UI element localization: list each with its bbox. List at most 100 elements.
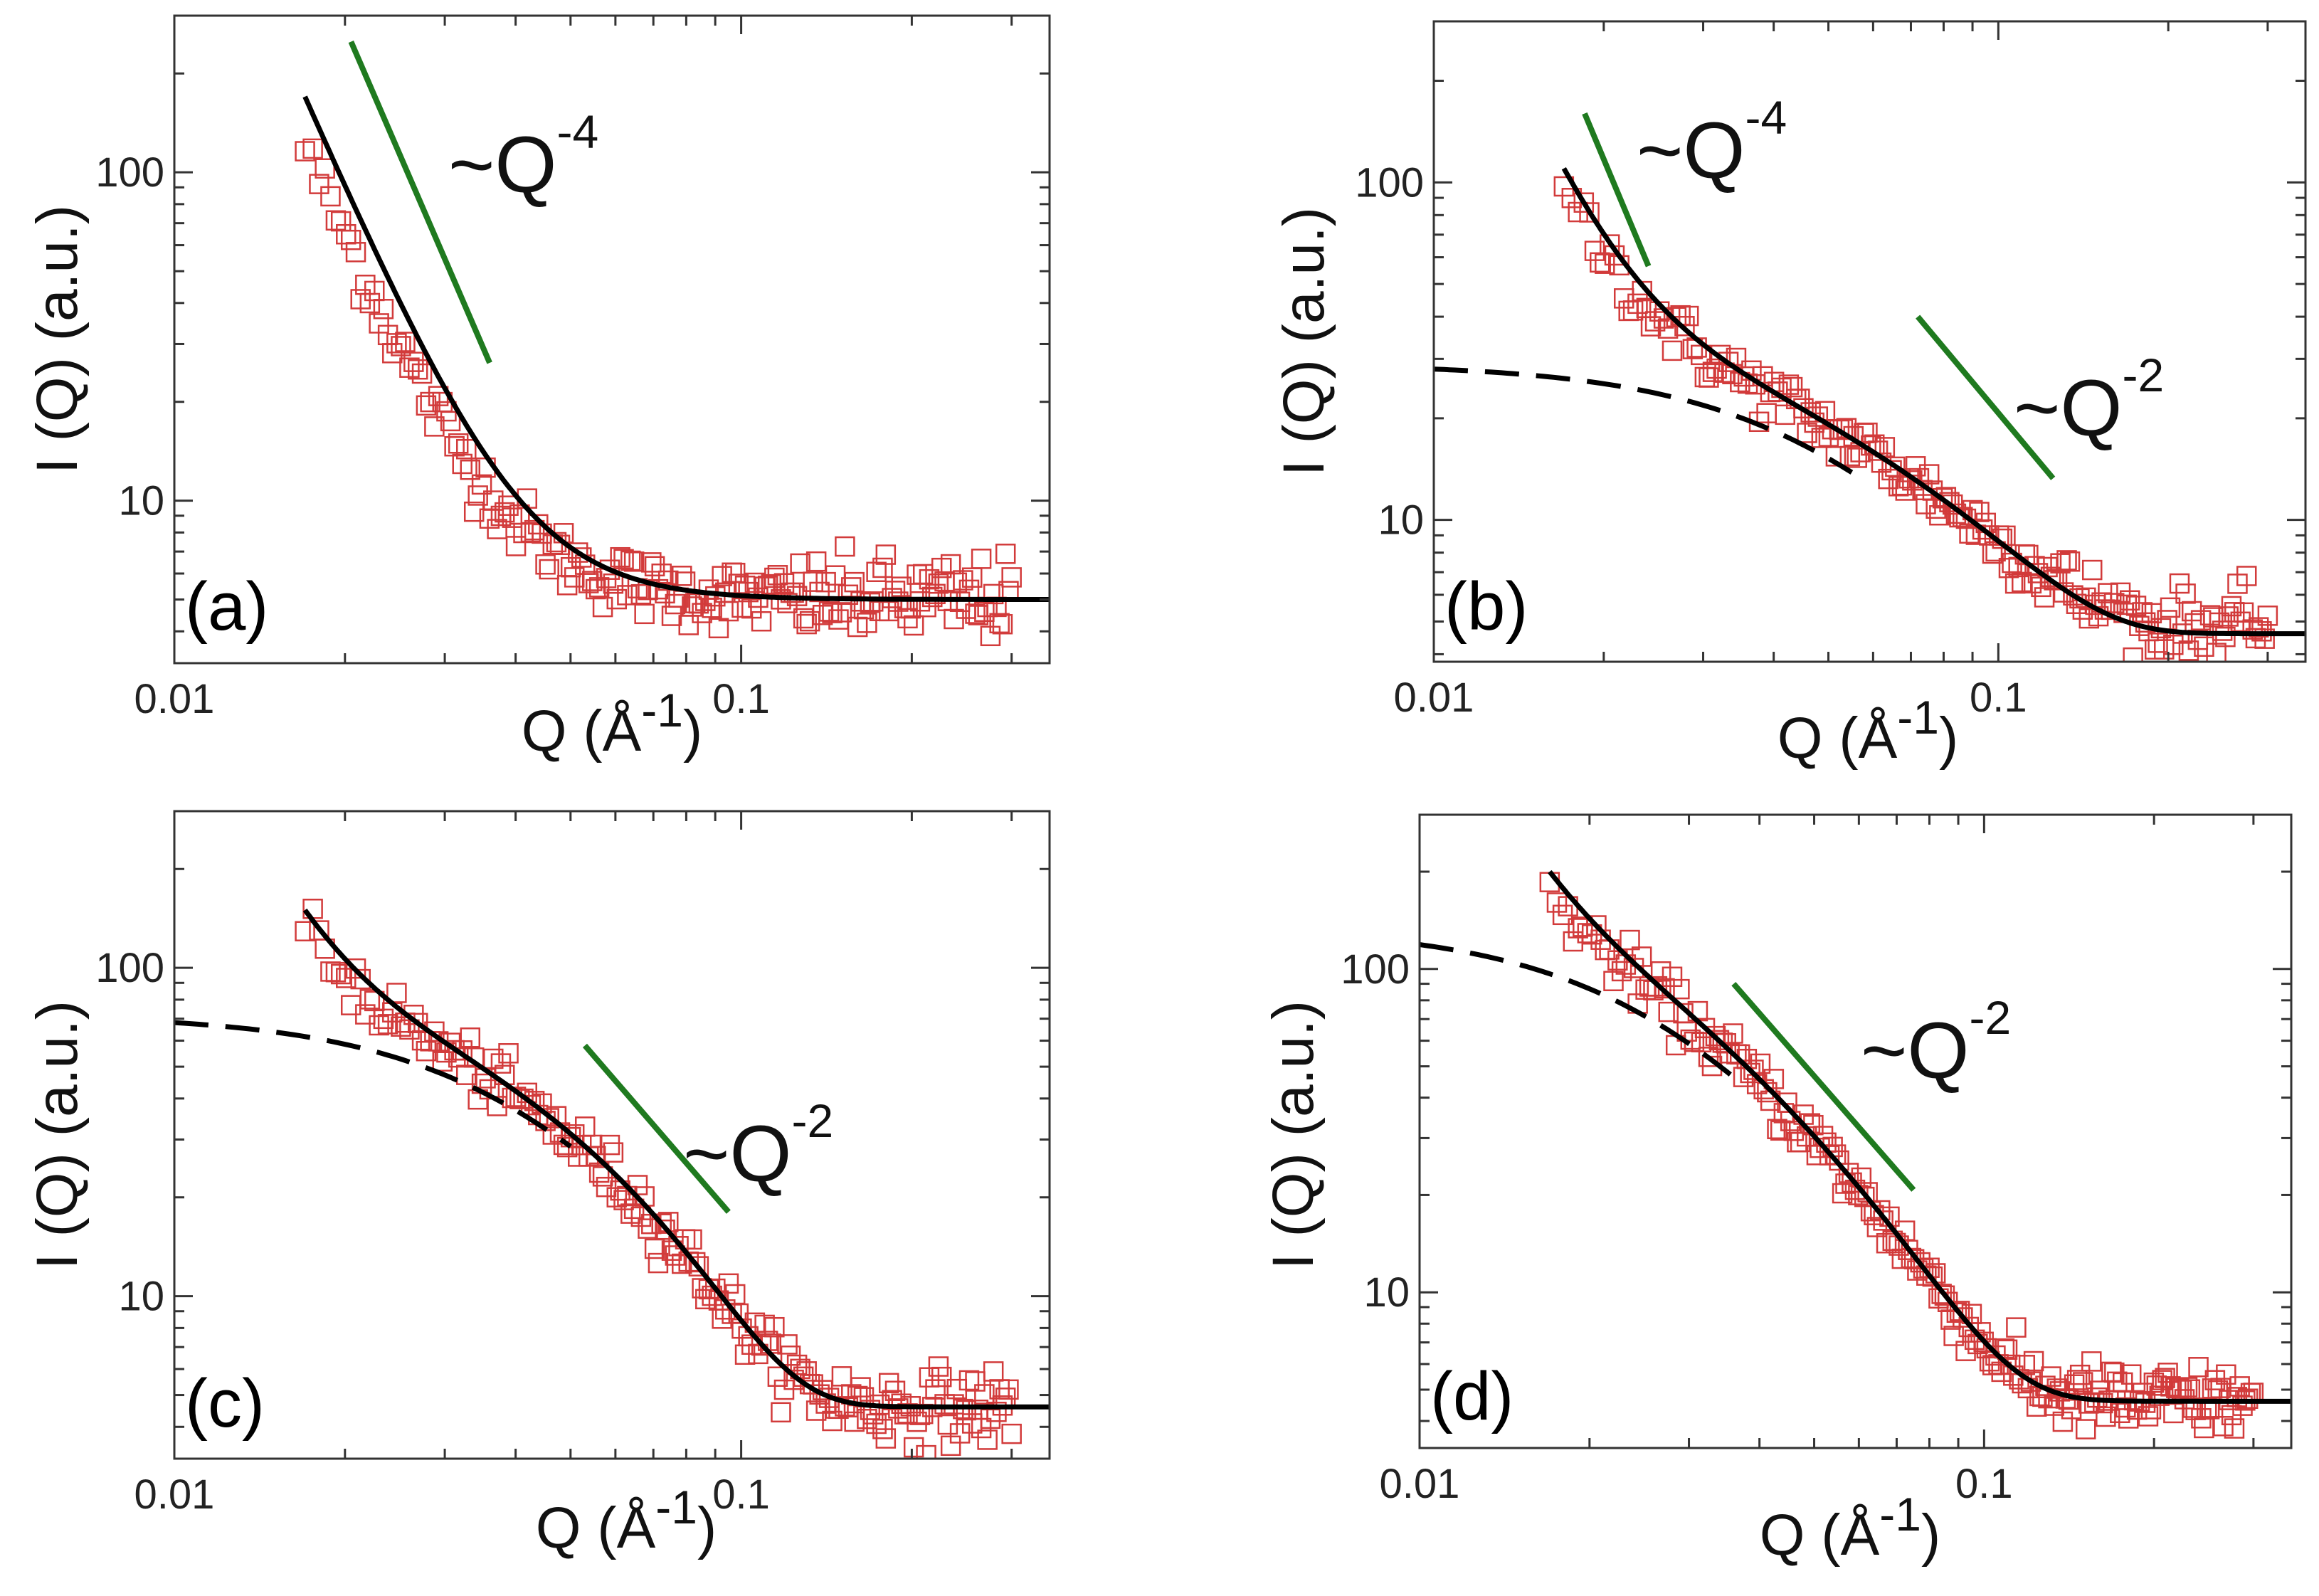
data-point xyxy=(682,1229,702,1250)
data-point xyxy=(2075,1419,2096,1439)
x-axis-label: Q (Å-1) xyxy=(522,684,703,763)
data-point xyxy=(483,1048,504,1069)
data-series xyxy=(1553,176,2278,662)
data-point xyxy=(623,1198,645,1220)
data-point xyxy=(835,536,855,557)
data-point xyxy=(630,583,652,605)
data-point xyxy=(1946,1302,1967,1323)
data-point xyxy=(623,551,645,572)
data-point xyxy=(796,1361,817,1382)
data-point xyxy=(2213,1416,2234,1437)
guide-label-q2-main: ~Q xyxy=(683,1109,792,1198)
axis-ticks xyxy=(173,14,1050,663)
data-point xyxy=(2204,1370,2226,1390)
x-axis-label-exponent: -1 xyxy=(1897,691,1939,744)
x-tick-label: 0.1 xyxy=(712,1471,770,1518)
data-point xyxy=(498,1043,519,1064)
data-point xyxy=(805,551,827,572)
data-point xyxy=(1997,1339,2018,1360)
data-point xyxy=(831,602,852,623)
data-point xyxy=(672,1253,692,1274)
data-point xyxy=(2215,626,2236,648)
data-point xyxy=(391,336,411,356)
plot-layer: 0.01 0.1 10 100 xyxy=(95,14,1051,722)
mass-fractal-component xyxy=(174,1020,572,1149)
data-point xyxy=(1723,1023,1743,1044)
x-axis-label: Q (Å-1) xyxy=(536,1481,717,1560)
guide-label-q4-main: ~Q xyxy=(448,120,557,209)
data-point xyxy=(688,1256,709,1277)
data-point xyxy=(359,989,381,1010)
data-point xyxy=(658,570,679,591)
data-point xyxy=(838,584,859,606)
data-point xyxy=(718,601,739,622)
data-point xyxy=(325,210,347,231)
plot-layer: 0.01 0.1 10 100 xyxy=(95,810,1051,1518)
data-point xyxy=(1719,1043,1740,1064)
data-point xyxy=(1654,978,1675,999)
data-point xyxy=(783,582,804,603)
data-point xyxy=(302,138,323,159)
data-point xyxy=(1743,1059,1764,1080)
data-point xyxy=(1669,978,1690,1000)
data-point xyxy=(644,556,665,577)
guide-label-q2-exponent: -2 xyxy=(2123,349,2165,401)
data-point xyxy=(651,563,672,584)
data-point xyxy=(1706,358,1727,379)
data-point xyxy=(1662,340,1683,361)
guide-line xyxy=(1916,315,2056,480)
guide-label-q4: ~Q-4 xyxy=(1637,91,1787,195)
plot-area xyxy=(1434,112,2305,662)
x-axis-label-main: Q (Å xyxy=(1760,1503,1880,1568)
data-point xyxy=(1001,567,1022,588)
data-point xyxy=(767,1366,788,1387)
data-point xyxy=(630,1206,652,1227)
data-point xyxy=(1678,305,1699,327)
data-point xyxy=(1650,961,1671,982)
data-point xyxy=(884,1380,906,1401)
guide-label-q4-main: ~Q xyxy=(1637,106,1745,195)
data-point xyxy=(613,549,634,570)
data-point xyxy=(448,433,469,454)
data-point xyxy=(655,1219,675,1240)
axis-ticks xyxy=(1418,813,2291,1448)
data-point xyxy=(1708,1030,1730,1051)
data-point xyxy=(373,299,394,319)
data-point xyxy=(620,550,641,571)
data-point xyxy=(998,1379,1019,1400)
data-point xyxy=(1839,445,1861,467)
data-point xyxy=(875,544,897,565)
mass-fractal-component xyxy=(1420,942,1736,1079)
y-tick-label: 100 xyxy=(1341,946,1410,993)
data-point xyxy=(2061,1399,2082,1420)
data-point xyxy=(1778,374,1800,395)
data-point xyxy=(1767,1119,1787,1140)
data-point xyxy=(638,1218,658,1239)
data-point xyxy=(777,1334,798,1355)
data-point xyxy=(1662,966,1683,988)
data-point xyxy=(456,439,477,460)
x-axis-label: Q (Å-1) xyxy=(1777,691,1959,771)
y-tick-label: 100 xyxy=(1355,159,1424,206)
data-point xyxy=(2236,566,2257,586)
y-tick-label: 10 xyxy=(118,478,164,524)
data-point xyxy=(295,921,315,941)
guide-label-q2-exponent: -2 xyxy=(792,1094,834,1147)
data-point xyxy=(1857,422,1878,443)
data-series xyxy=(295,899,1022,1459)
data-point xyxy=(452,453,472,475)
y-tick-label: 10 xyxy=(1378,497,1424,544)
guide-label-q4-exponent: -4 xyxy=(1745,91,1787,144)
plot-area xyxy=(295,40,1050,647)
data-point xyxy=(395,332,416,352)
guide-label-q2: ~Q-2 xyxy=(2014,349,2164,453)
data-point xyxy=(424,416,445,437)
data-point xyxy=(411,363,433,384)
plot-frame xyxy=(173,14,1051,665)
data-point xyxy=(928,1356,949,1377)
data-point xyxy=(803,571,823,592)
data-point xyxy=(989,613,1010,634)
panel-d: 0.01 0.1 10 100 (d) I (Q) (a.u.) Q (Å-1) ~Q… xyxy=(1261,813,2293,1568)
plot-layer: 0.01 0.1 10 100 xyxy=(1355,20,2307,721)
